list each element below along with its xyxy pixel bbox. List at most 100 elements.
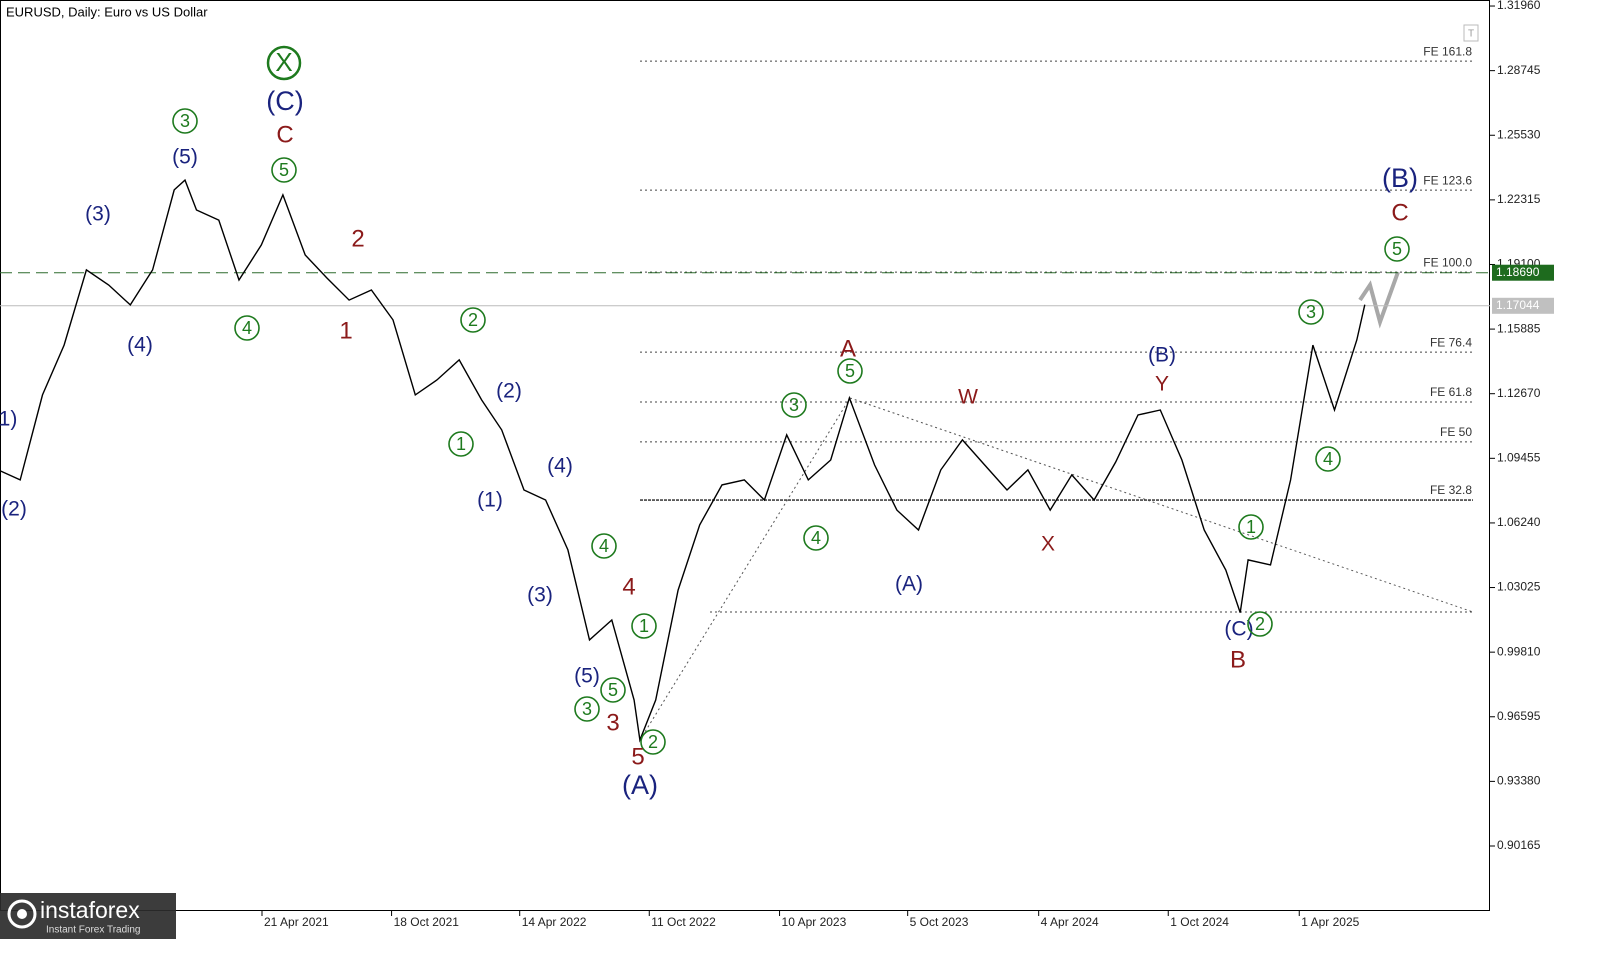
wave-label: C	[276, 121, 293, 148]
trade-button[interactable]	[1463, 24, 1479, 42]
y-tick-label: 1.22315	[1497, 192, 1541, 206]
fib-label: FE 161.8	[1423, 44, 1472, 58]
y-tick-label: 0.90165	[1497, 838, 1541, 852]
fib-label: FE 100.0	[1423, 255, 1472, 269]
fib-label: FE 61.8	[1430, 385, 1472, 399]
wave-circle	[271, 157, 297, 183]
trade-button-icon: T	[1468, 29, 1474, 40]
logo: instaforex Instant Forex Trading	[0, 893, 176, 939]
wave-circle	[837, 358, 863, 384]
wave-circle	[781, 392, 807, 418]
x-tick-label: 4 Apr 2024	[1041, 915, 1099, 929]
wave-label: (B)	[1382, 163, 1418, 193]
wave-label: X	[275, 47, 292, 77]
wave-label: Y	[1155, 373, 1169, 396]
wave-label: A	[840, 335, 856, 362]
logo-icon	[17, 909, 27, 919]
wave-label: (2)	[496, 380, 522, 403]
wave-label: 3	[180, 111, 190, 131]
wave-label: 1	[456, 434, 466, 454]
logo-icon	[7, 899, 37, 929]
wave-circle	[640, 729, 666, 755]
wave-label: 3	[1306, 302, 1316, 322]
wave-circle	[631, 613, 657, 639]
wave-label: (4)	[547, 455, 573, 478]
y-tick-label: 0.99810	[1497, 644, 1541, 658]
y-tick-label: 1.15885	[1497, 321, 1541, 335]
x-tick-label: 14 Apr 2022	[522, 915, 587, 929]
wave-circle	[803, 525, 829, 551]
y-tick-label: 1.03025	[1497, 580, 1541, 594]
wave-label: 5	[631, 743, 644, 770]
price-tag	[1492, 297, 1554, 314]
wave-label: 5	[608, 680, 618, 700]
wave-circle	[266, 45, 302, 81]
y-tick-label: 1.31960	[1497, 0, 1541, 12]
fib-label: FE 32.8	[1430, 483, 1472, 497]
wave-circle	[1238, 514, 1264, 540]
wave-label: 4	[622, 573, 635, 600]
y-tick-label: 1.06240	[1497, 515, 1541, 529]
wave-label: 1	[639, 616, 649, 636]
wave-label: (A)	[895, 573, 923, 596]
wave-label: X	[1041, 533, 1055, 556]
wave-label: (5)	[172, 146, 198, 169]
price-tag	[1492, 264, 1554, 281]
price-tag-label: 1.18690	[1496, 265, 1540, 279]
wave-circle	[460, 307, 486, 333]
y-tick-label: 0.96595	[1497, 709, 1541, 723]
wave-label: (4)	[127, 334, 153, 357]
wave-label: (2)	[1, 498, 27, 521]
wave-circle	[234, 315, 260, 341]
wave-label: (C)	[1224, 618, 1253, 641]
y-tick-label: 0.93380	[1497, 774, 1541, 788]
price-line	[0, 178, 1366, 743]
wave-circle	[172, 108, 198, 134]
wave-circle	[1298, 299, 1324, 325]
wave-label: 3	[582, 699, 592, 719]
wave-circle	[591, 533, 617, 559]
wave-label: (5)	[574, 665, 600, 688]
y-tick-label: 1.09455	[1497, 450, 1541, 464]
wave-label: 4	[811, 528, 821, 548]
y-tick-label: 1.25530	[1497, 127, 1541, 141]
fib-label: FE 123.6	[1423, 173, 1472, 187]
forecast-path	[1358, 271, 1400, 329]
price-tag-label: 1.17044	[1496, 298, 1540, 312]
logo-tagline: Instant Forex Trading	[46, 925, 141, 936]
x-tick-label: 1 Oct 2024	[1170, 915, 1229, 929]
wave-label: 2	[468, 310, 478, 330]
wave-label: C	[1391, 199, 1408, 226]
logo-name: instaforex	[40, 897, 140, 923]
wave-label: (A)	[622, 770, 658, 800]
wave-circle	[574, 696, 600, 722]
y-tick-label: 1.12670	[1497, 386, 1541, 400]
wave-label: 3	[789, 395, 799, 415]
y-tick-label: 1.28745	[1497, 63, 1541, 77]
wave-label: W	[958, 386, 978, 409]
wave-label: 5	[279, 160, 289, 180]
x-tick-label: 10 Apr 2023	[782, 915, 847, 929]
wave-label: B	[1230, 646, 1246, 673]
wave-label: 1)	[0, 408, 17, 431]
wave-label: 2	[351, 225, 364, 252]
wave-label: 4	[242, 318, 252, 338]
wave-circle	[1384, 236, 1410, 262]
x-tick-label: 5 Oct 2023	[910, 915, 969, 929]
x-tick-label: 18 Oct 2021	[394, 915, 460, 929]
wave-label: 5	[845, 361, 855, 381]
fib-label: FE 76.4	[1430, 335, 1472, 349]
trend-line	[639, 397, 851, 741]
x-tick-label: 1 Apr 2025	[1301, 915, 1359, 929]
wave-circle	[1247, 611, 1273, 637]
wave-label: 1	[1246, 517, 1256, 537]
wave-circle	[600, 677, 626, 703]
wave-label: (3)	[85, 203, 111, 226]
wave-label: 4	[599, 536, 609, 556]
wave-label: 1	[339, 317, 352, 344]
wave-circle	[1315, 446, 1341, 472]
fib-label: FE 50	[1440, 425, 1472, 439]
chart-title: EURUSD, Daily: Euro vs US Dollar	[6, 4, 208, 19]
wave-label: 2	[648, 732, 658, 752]
